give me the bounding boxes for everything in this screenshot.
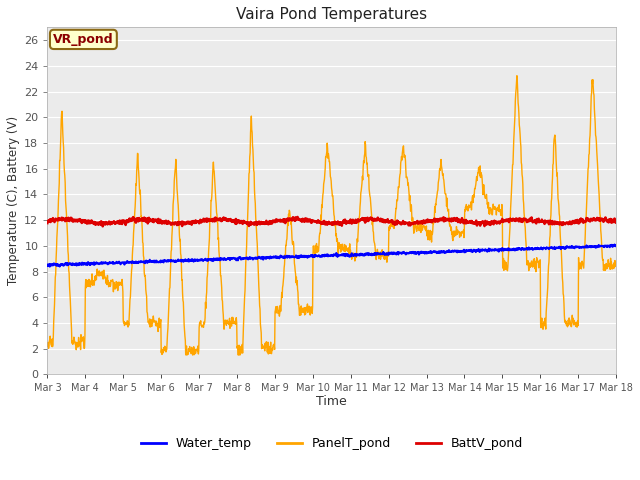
Text: VR_pond: VR_pond [53,33,114,46]
Legend: Water_temp, PanelT_pond, BattV_pond: Water_temp, PanelT_pond, BattV_pond [136,432,528,455]
Title: Vaira Pond Temperatures: Vaira Pond Temperatures [236,7,428,22]
Y-axis label: Temperature (C), Battery (V): Temperature (C), Battery (V) [7,116,20,286]
X-axis label: Time: Time [316,395,347,408]
